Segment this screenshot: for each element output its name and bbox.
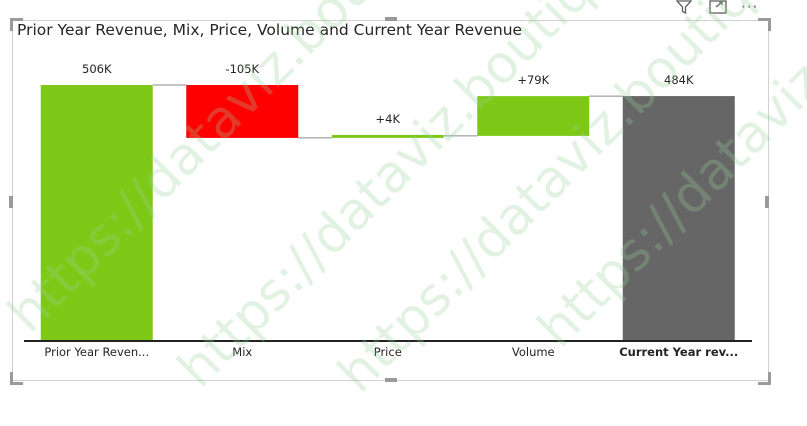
bar-1[interactable] <box>186 85 299 138</box>
resize-handle-bottom-right[interactable] <box>758 372 771 385</box>
chart-title: Prior Year Revenue, Mix, Price, Volume a… <box>17 21 523 39</box>
filter-icon[interactable] <box>676 0 692 14</box>
resize-handle-right[interactable] <box>765 196 769 208</box>
x-tick-label-2: Price <box>374 345 402 359</box>
bar-2[interactable] <box>331 134 444 138</box>
more-options-icon[interactable]: ··· <box>741 0 759 16</box>
x-tick-label-4: Current Year rev... <box>619 345 738 359</box>
bars-layer <box>40 85 735 340</box>
resize-handle-top-right[interactable] <box>758 18 771 31</box>
data-label-1: -105K <box>225 62 259 76</box>
bar-4[interactable] <box>622 96 735 340</box>
data-label-2: +4K <box>376 112 401 126</box>
data-label-4: 484K <box>664 73 694 87</box>
x-tick-labels-layer: Prior Year Reven... Mix Price Volume Current… <box>44 345 738 359</box>
resize-handle-bottom[interactable] <box>385 378 397 382</box>
bar-3[interactable] <box>477 96 590 136</box>
connectors-layer <box>152 84 623 139</box>
focus-mode-icon[interactable] <box>709 0 727 14</box>
data-label-0: 506K <box>82 62 112 76</box>
data-label-3: +79K <box>517 73 549 87</box>
bar-0[interactable] <box>40 85 153 340</box>
resize-handle-top[interactable] <box>385 17 397 21</box>
x-tick-label-3: Volume <box>512 345 555 359</box>
resize-handle-top-left[interactable] <box>10 18 23 31</box>
x-tick-label-0: Prior Year Reven... <box>44 345 149 359</box>
data-labels-layer: 506K -105K +4K +79K 484K <box>82 62 694 126</box>
resize-handle-bottom-left[interactable] <box>10 372 23 385</box>
x-tick-label-1: Mix <box>232 345 252 359</box>
resize-handle-left[interactable] <box>9 196 13 208</box>
